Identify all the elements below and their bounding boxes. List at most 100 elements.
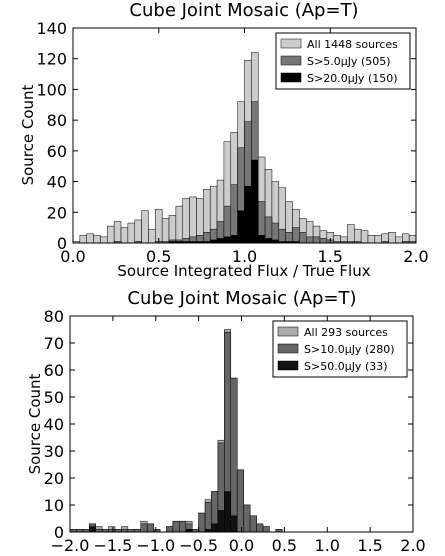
bar-series2-bin3: [89, 526, 96, 533]
x-tick-label: 0.5: [146, 247, 171, 266]
legend-swatch: [280, 55, 302, 66]
top-x-axis-label: Source Integrated Flux / True Flux: [117, 262, 370, 280]
bar-series1-bin17: [179, 520, 187, 533]
bar-series0-bin9: [134, 219, 142, 244]
bar-series0-bin40: [347, 224, 355, 244]
legend-label: S>50.0μJy (33): [304, 360, 388, 373]
bar-series1-bin15: [166, 526, 174, 533]
bar-series1-bin30: [262, 526, 270, 533]
bar-series0-bin12: [155, 208, 163, 244]
top-legend: All 1448 sources S>5.0μJy (505) S>20.0μJy …: [275, 32, 411, 90]
top-axis-ticks: 0.0 0.5 1.0 1.5 2.0 0 20 40 60 80 100 120 140: [36, 19, 428, 266]
bar-series0-bin1: [79, 235, 87, 244]
bar-series0-bin47: [395, 236, 403, 244]
bar-series0-bin6: [113, 221, 122, 244]
bar-series2-bin26: [251, 159, 259, 244]
bar-series0-bin7: [120, 227, 129, 244]
x-tick-label: 1.5: [318, 247, 343, 266]
bar-series0-bin46: [388, 232, 396, 244]
bar-series2-bin27: [257, 235, 266, 244]
y-tick-label: 30: [44, 442, 64, 461]
x-tick-label: −2.0: [51, 536, 90, 555]
legend-swatch: [280, 38, 302, 49]
bar-series2-bin24: [224, 491, 232, 533]
top-chart-title: Cube Joint Mosaic (Ap=T): [129, 0, 358, 21]
bar-series0-bin4: [100, 236, 108, 244]
legend-swatch: [280, 72, 302, 83]
bar-series1-bin28: [249, 515, 257, 533]
y-tick-label: 50: [44, 388, 64, 407]
x-tick-label: 2.0: [400, 536, 425, 555]
bar-series0-bin42: [360, 230, 369, 244]
bar-series1-bin16: [172, 520, 180, 533]
bar-series1-bin27: [243, 504, 251, 533]
bar-series1-bin29: [256, 523, 264, 533]
legend-label: All 1448 sources: [307, 38, 398, 51]
legend-swatch: [277, 360, 299, 371]
bar-series0-bin14: [168, 215, 177, 244]
x-tick-label: 0.0: [229, 536, 254, 555]
bar-series1-bin33: [299, 232, 307, 244]
y-tick-label: 0: [54, 523, 64, 542]
bottom-chart-title: Cube Joint Mosaic (Ap=T): [127, 288, 356, 309]
bar-series0-bin15: [175, 205, 184, 244]
bar-series1-bin12: [146, 523, 154, 533]
x-tick-label: 2.0: [403, 247, 428, 266]
x-tick-label: −1.5: [93, 536, 132, 555]
legend-label: S>10.0μJy (280): [304, 343, 395, 356]
bar-series1-bin35: [312, 236, 321, 244]
bar-series1-bin23: [230, 184, 238, 244]
bar-series2-bin23: [230, 235, 238, 244]
bar-series2-bin28: [264, 238, 273, 244]
bar-series0-bin41: [354, 228, 362, 244]
bar-series0-bin8: [127, 222, 135, 244]
y-tick-label: 80: [44, 307, 64, 326]
bar-series1-bin32: [292, 227, 300, 244]
bar-series1-bin21: [204, 502, 212, 533]
x-tick-label: −1.0: [136, 536, 175, 555]
bar-series1-bin34: [305, 236, 314, 244]
bar-series1-bin26: [236, 469, 244, 533]
bar-series1-bin20: [198, 512, 206, 533]
bar-series2-bin21: [216, 238, 225, 244]
legend-label: All 293 sources: [304, 326, 388, 339]
bar-series0-bin11: [148, 228, 156, 244]
y-tick-label: 140: [36, 19, 67, 38]
legend-label: S>5.0μJy (505): [307, 55, 391, 68]
bottom-axis-ticks: −2.0 −1.5 −1.0 −0.5 0.0 0.5 1.0 1.5 2.0 0 10 20 30 40…: [44, 307, 426, 555]
bottom-legend: All 293 sources S>10.0μJy (280) S>50.0μJy …: [272, 320, 408, 378]
bottom-y-axis-label: Source Count: [26, 373, 44, 474]
bottom-histogram-panel: Cube Joint Mosaic (Ap=T) −2.0 −1.5 −1.0 −0.…: [26, 288, 426, 555]
top-histogram-panel: Cube Joint Mosaic (Ap=T) 0.0 0.5 1.0 1.5 2.0…: [19, 0, 429, 280]
bar-series2-bin23: [217, 510, 225, 533]
y-tick-label: 60: [47, 142, 67, 161]
bar-series0-bin44: [374, 235, 382, 244]
top-y-axis-label: Source Count: [19, 84, 37, 185]
y-tick-label: 60: [44, 361, 64, 380]
x-tick-label: −0.5: [179, 536, 218, 555]
bar-series2-bin25: [244, 185, 252, 244]
y-tick-label: 40: [47, 173, 67, 192]
legend-swatch: [277, 326, 299, 337]
y-tick-label: 80: [47, 111, 67, 130]
bar-series2-bin24: [237, 210, 245, 244]
x-tick-label: 0.5: [272, 536, 297, 555]
bar-series0-bin13: [161, 218, 170, 244]
bar-series0-bin3: [93, 235, 101, 244]
legend-label: S>20.0μJy (150): [307, 72, 398, 85]
bar-series0-bin10: [141, 210, 149, 244]
bar-series0-bin2: [86, 233, 94, 244]
bar-series1-bin30: [278, 228, 286, 244]
bar-series1-bin36: [319, 238, 328, 244]
bar-series1-bin25: [230, 377, 238, 533]
y-tick-label: 20: [47, 203, 67, 222]
top-histogram-bars: [72, 52, 417, 244]
bar-series0-bin16: [182, 198, 190, 244]
x-tick-label: 1.5: [357, 536, 382, 555]
y-tick-label: 10: [44, 496, 64, 515]
y-tick-label: 40: [44, 415, 64, 434]
bar-series1-bin11: [140, 523, 148, 533]
y-tick-label: 100: [36, 80, 67, 99]
